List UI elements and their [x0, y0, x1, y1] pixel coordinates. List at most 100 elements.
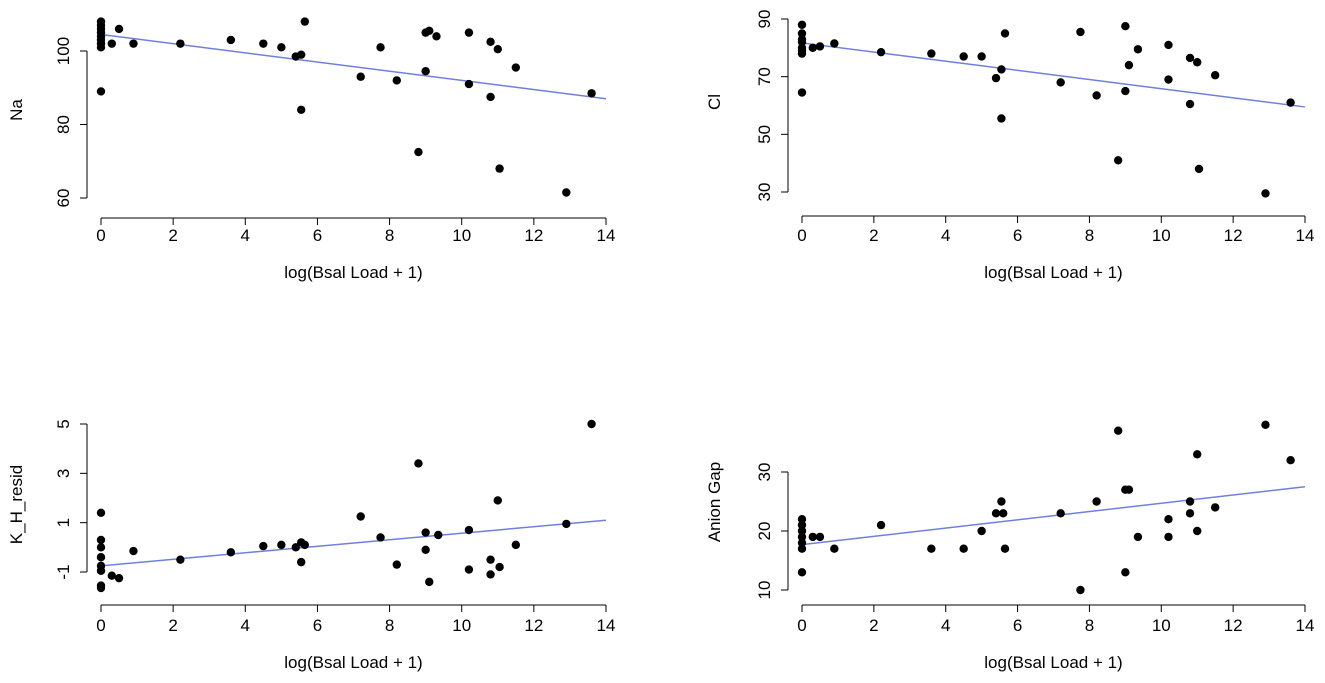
- x-tick-label: 12: [1224, 616, 1243, 635]
- data-point: [1113, 156, 1123, 165]
- data-point: [797, 520, 807, 530]
- x-tick-label: 12: [524, 226, 543, 245]
- data-point: [176, 555, 185, 564]
- x-axis-title: log(Bsal Load + 1): [984, 653, 1122, 672]
- data-point: [1193, 58, 1202, 67]
- data-point: [1124, 60, 1134, 70]
- y-axis-title: Cl: [705, 94, 724, 110]
- data-point: [107, 39, 117, 48]
- data-point: [815, 532, 825, 542]
- data-point: [356, 72, 365, 81]
- data-point: [1185, 509, 1195, 518]
- data-point: [421, 545, 430, 554]
- data-point: [425, 26, 434, 35]
- data-point: [797, 532, 807, 542]
- data-point: [493, 44, 502, 54]
- data-point: [425, 577, 434, 587]
- x-tick-label: 10: [452, 226, 471, 245]
- data-point: [300, 17, 310, 26]
- data-point: [176, 39, 185, 48]
- data-point: [876, 520, 886, 530]
- data-point: [977, 52, 986, 61]
- data-point: [587, 89, 596, 98]
- data-point: [797, 49, 807, 58]
- x-tick-label: 2: [168, 616, 177, 635]
- y-tick-label: 1: [54, 518, 73, 527]
- data-point: [1133, 532, 1143, 542]
- y-tick-label: 5: [54, 419, 73, 428]
- data-point: [432, 32, 441, 41]
- y-tick-label: 80: [54, 115, 73, 134]
- x-tick-label: 10: [1152, 226, 1171, 245]
- data-point: [808, 532, 817, 542]
- data-point: [1124, 485, 1134, 494]
- data-point: [1121, 86, 1130, 96]
- x-tick-label: 8: [385, 226, 394, 245]
- data-point: [1261, 420, 1270, 429]
- data-point: [997, 65, 1006, 74]
- data-point: [464, 79, 474, 89]
- data-point: [1164, 75, 1173, 84]
- data-point: [486, 570, 495, 579]
- panel-kh: 0 2 4 6 8 10 12 14 log(Bsal Load + 1) -1 1 3 5 K_H_re…: [7, 419, 615, 672]
- data-point: [1185, 53, 1195, 63]
- data-point: [226, 35, 236, 45]
- x-axis-title: log(Bsal Load + 1): [284, 653, 422, 672]
- x-tick-label: 8: [1085, 226, 1094, 245]
- data-point: [277, 540, 286, 550]
- data-point: [511, 63, 521, 72]
- data-point: [927, 49, 936, 58]
- data-point: [991, 509, 1001, 518]
- data-point: [1092, 497, 1101, 506]
- trend-line: [100, 33, 607, 100]
- data-point: [1000, 29, 1010, 38]
- data-point: [259, 39, 268, 48]
- trend-line: [100, 519, 607, 567]
- data-point: [830, 39, 839, 48]
- x-axis-title: log(Bsal Load + 1): [984, 263, 1122, 282]
- data-point: [797, 568, 807, 577]
- y-tick-label: 20: [755, 522, 774, 541]
- data-point: [1185, 99, 1195, 109]
- data-point: [296, 50, 306, 59]
- x-tick-label: 14: [597, 616, 616, 635]
- data-point: [421, 528, 430, 537]
- data-point: [96, 43, 106, 52]
- data-point: [1210, 503, 1220, 512]
- y-tick-label: 50: [755, 125, 774, 144]
- data-point: [1000, 544, 1010, 553]
- data-point: [296, 105, 306, 115]
- x-tick-label: 6: [313, 226, 322, 245]
- y-axis-title: Na: [7, 99, 26, 121]
- x-tick-label: 8: [385, 616, 394, 635]
- x-tick-label: 4: [941, 616, 950, 635]
- data-point: [797, 544, 807, 553]
- data-point: [1076, 27, 1085, 37]
- data-point: [96, 543, 106, 552]
- data-point: [991, 73, 1001, 83]
- data-point: [486, 92, 495, 102]
- data-point: [226, 548, 236, 557]
- data-point: [997, 497, 1006, 506]
- data-point: [96, 566, 106, 575]
- data-point: [464, 28, 474, 37]
- data-point: [1193, 526, 1202, 536]
- data-point: [421, 67, 430, 76]
- data-point: [587, 419, 596, 429]
- data-point: [1210, 71, 1220, 80]
- data-point: [1286, 98, 1295, 107]
- panel-anion: 0 2 4 6 8 10 12 14 log(Bsal Load + 1) 10 20 30 Anion…: [705, 420, 1315, 672]
- x-tick-label: 8: [1085, 616, 1094, 635]
- x-tick-label: 14: [1296, 616, 1315, 635]
- data-point: [107, 571, 117, 580]
- data-point: [434, 530, 443, 540]
- data-point: [495, 562, 504, 572]
- data-point: [129, 39, 138, 48]
- x-tick-label: 10: [1152, 616, 1171, 635]
- data-point: [96, 87, 106, 96]
- data-point: [114, 573, 124, 583]
- data-point: [96, 583, 106, 593]
- data-point: [392, 560, 401, 569]
- data-point: [96, 508, 106, 517]
